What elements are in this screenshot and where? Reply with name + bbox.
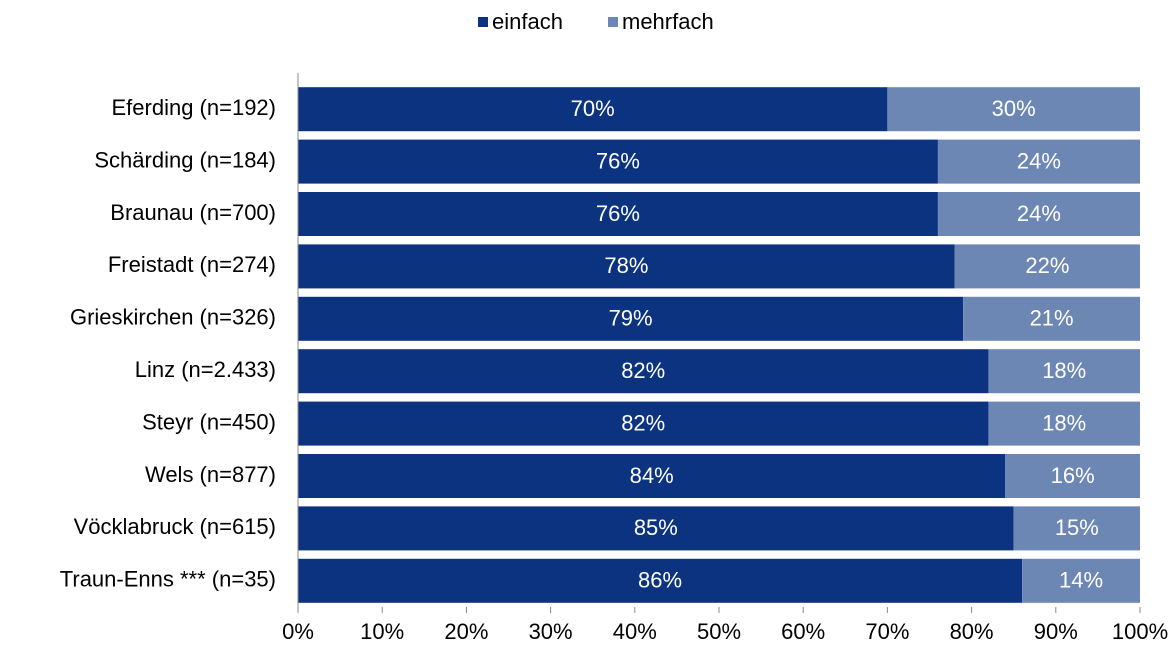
bar-segment [963, 296, 1140, 341]
data-label: 84% [630, 463, 674, 488]
y-tick-label: Braunau (n=700) [110, 200, 276, 225]
data-label: 24% [1017, 148, 1061, 173]
bar-segment [298, 244, 955, 289]
data-label: 22% [1025, 253, 1069, 278]
legend-swatch [608, 17, 618, 27]
x-tick-label: 40% [613, 619, 657, 644]
bar-segment [1022, 558, 1140, 603]
x-tick-label: 20% [444, 619, 488, 644]
bar-segment [887, 87, 1140, 132]
bar-segment [298, 401, 989, 446]
bar-segment [937, 191, 1140, 237]
bar-segment [988, 349, 1140, 394]
x-tick-label: 10% [360, 619, 404, 644]
y-tick-label: Wels (n=877) [145, 462, 276, 487]
bar-segment [298, 506, 1014, 551]
data-label: 70% [571, 96, 615, 121]
bar-segment [937, 139, 1140, 184]
data-label: 79% [609, 306, 653, 331]
data-label: 82% [621, 410, 665, 435]
data-label: 18% [1042, 358, 1086, 383]
data-label: 82% [621, 358, 665, 383]
bar-segment [298, 139, 938, 184]
data-label: 15% [1055, 515, 1099, 540]
bar-segment [298, 296, 964, 341]
bar-segment [298, 87, 888, 132]
legend-swatch [478, 17, 488, 27]
bar-segment [298, 558, 1023, 603]
data-label: 76% [596, 201, 640, 226]
data-label: 30% [992, 96, 1036, 121]
data-label: 86% [638, 568, 682, 593]
x-tick-label: 0% [282, 619, 314, 644]
y-tick-label: Steyr (n=450) [142, 409, 276, 434]
x-tick-label: 100% [1112, 619, 1168, 644]
bar-segment [988, 401, 1140, 446]
data-label: 18% [1042, 410, 1086, 435]
y-tick-label: Freistadt (n=274) [108, 252, 276, 277]
x-tick-label: 90% [1034, 619, 1078, 644]
data-label: 85% [634, 515, 678, 540]
y-tick-label: Traun-Enns *** (n=35) [60, 567, 276, 592]
bar-segment [298, 191, 938, 237]
x-tick-label: 50% [697, 619, 741, 644]
data-label: 78% [604, 253, 648, 278]
bar-segment [954, 244, 1140, 289]
y-tick-label: Vöcklabruck (n=615) [74, 514, 276, 539]
y-tick-label: Eferding (n=192) [112, 95, 277, 120]
y-tick-label: Schärding (n=184) [94, 147, 276, 172]
x-tick-label: 80% [950, 619, 994, 644]
y-tick-label: Linz (n=2.433) [135, 357, 276, 382]
x-tick-label: 60% [781, 619, 825, 644]
x-tick-label: 30% [529, 619, 573, 644]
data-label: 16% [1051, 463, 1095, 488]
legend-label: mehrfach [622, 9, 714, 34]
bar-segment [1005, 453, 1140, 499]
data-label: 76% [596, 148, 640, 173]
y-tick-label: Grieskirchen (n=326) [70, 305, 276, 330]
bar-segment [1013, 506, 1140, 551]
data-label: 14% [1059, 568, 1103, 593]
legend-label: einfach [492, 9, 563, 34]
bar-segment [298, 453, 1006, 499]
data-label: 21% [1030, 306, 1074, 331]
bar-segment [298, 349, 989, 394]
x-tick-label: 70% [865, 619, 909, 644]
data-label: 24% [1017, 201, 1061, 226]
